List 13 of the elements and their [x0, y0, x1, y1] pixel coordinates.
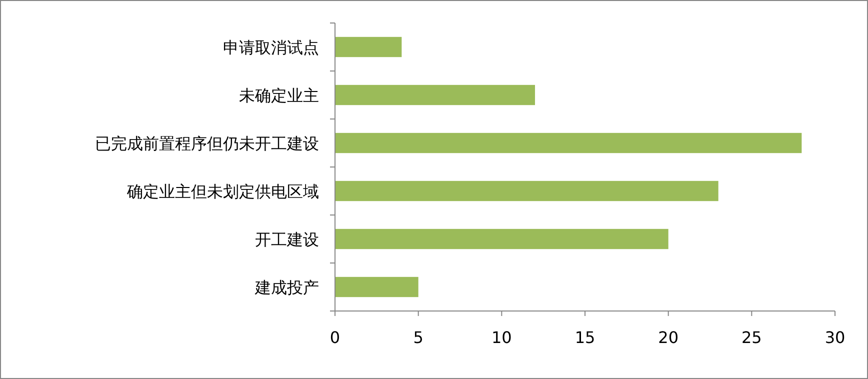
- y-tick-label: 开工建设: [255, 230, 319, 249]
- x-tick-label: 30: [824, 328, 846, 347]
- x-tick-label: 10: [491, 328, 512, 347]
- x-tick-label: 0: [330, 328, 340, 347]
- x-tick-label: 25: [741, 328, 762, 347]
- x-tick-label: 20: [658, 328, 679, 347]
- x-tick-label: 15: [574, 328, 596, 347]
- y-tick-label: 未确定业主: [239, 86, 319, 105]
- y-tick-label: 建成投产: [254, 278, 319, 297]
- x-tick-label: 5: [413, 328, 424, 347]
- y-tick-label: 已完成前置程序但仍未开工建设: [95, 134, 319, 153]
- y-tick-label: 申请取消试点: [223, 38, 319, 57]
- y-tick-label: 确定业主但未划定供电区域: [126, 182, 319, 201]
